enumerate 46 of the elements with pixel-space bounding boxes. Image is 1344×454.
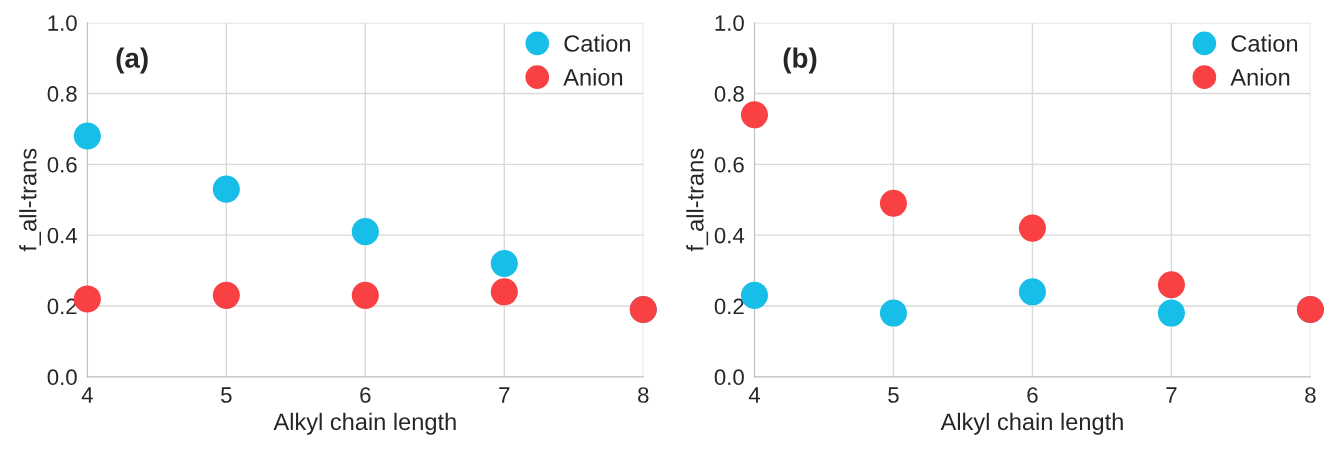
point	[1018, 214, 1046, 242]
point	[879, 189, 907, 217]
point	[1157, 299, 1185, 327]
legend-label: Cation	[1231, 34, 1298, 52]
x-axis-title: Alkyl chain length	[273, 412, 456, 435]
y-tick-label: 0.6	[714, 156, 744, 173]
x-tick-label: 6	[360, 387, 371, 403]
y-tick-label: 0.8	[47, 86, 77, 102]
point	[351, 281, 379, 309]
point	[1157, 271, 1185, 299]
y-tick-label: 0.2	[47, 298, 77, 315]
point	[740, 101, 769, 129]
y-tick-label: 0.6	[47, 156, 77, 173]
point	[879, 299, 907, 327]
x-tick-label: 4	[748, 387, 760, 403]
x-tick-label: 6	[1027, 387, 1038, 403]
x-axis-title: Alkyl chain length	[940, 412, 1123, 435]
point	[73, 122, 101, 150]
point	[212, 175, 240, 203]
y-tick-label: 0.0	[714, 369, 744, 386]
x-tick-label: 7	[1166, 387, 1177, 403]
y-tick-label: 1.0	[48, 15, 77, 31]
x-tick-label: 8	[1305, 387, 1316, 403]
annotation: (a)	[116, 47, 148, 74]
y-axis-title: f_all-trans	[19, 148, 41, 252]
y-axis-title: f_all-trans	[686, 148, 709, 252]
x-tick-label: 8	[638, 387, 649, 403]
point	[1018, 278, 1046, 306]
y-tick-label: 0.2	[714, 298, 744, 315]
legend-label: Cation	[564, 34, 630, 52]
y-tick-label: 0.4	[47, 227, 77, 244]
point	[490, 278, 518, 306]
x-tick-label: 4	[81, 387, 93, 403]
point	[490, 249, 518, 278]
point	[351, 218, 379, 246]
point	[212, 281, 240, 309]
y-tick-label: 0.4	[714, 227, 745, 244]
x-tick-label: 7	[499, 387, 510, 403]
legend-label: Anion	[1230, 68, 1290, 86]
annotation: (b)	[783, 47, 817, 74]
y-tick-label: 0.0	[47, 369, 77, 386]
y-tick-label: 1.0	[715, 15, 744, 31]
y-tick-label: 0.8	[714, 86, 744, 102]
legend-label: Anion	[563, 68, 623, 86]
x-tick-label: 5	[221, 387, 232, 403]
x-tick-label: 5	[888, 387, 899, 403]
